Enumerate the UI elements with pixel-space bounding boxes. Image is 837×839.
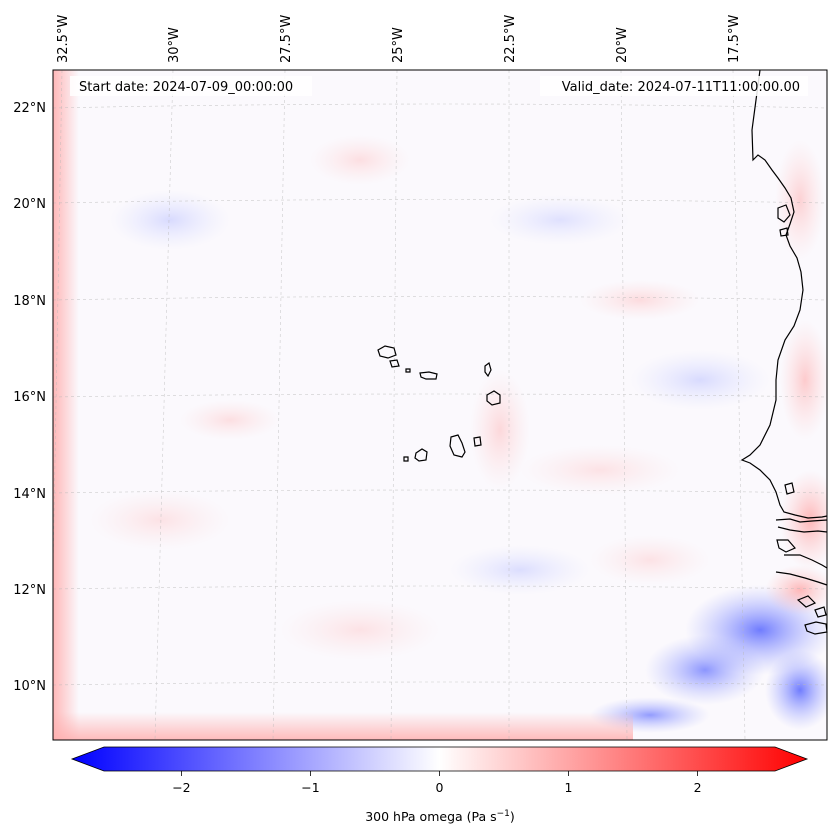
lon-label: 22.5°W xyxy=(503,15,518,63)
graticule xyxy=(53,70,827,740)
lat-label: 10°N xyxy=(13,679,46,694)
colorbar-tick-label: 2 xyxy=(694,780,702,795)
valid-date-label: Valid_date: 2024-07-11T11:00:00.00 xyxy=(562,80,800,95)
lon-label: 20°W xyxy=(615,27,630,63)
lat-label: 20°N xyxy=(13,197,46,212)
lat-label: 16°N xyxy=(13,390,46,405)
lat-label: 12°N xyxy=(13,583,46,598)
lon-label: 27.5°W xyxy=(279,15,294,63)
lat-label: 14°N xyxy=(13,487,46,502)
lon-label: 25°W xyxy=(391,27,406,63)
longitude-labels: 32.5°W 30°W 27.5°W 25°W 22.5°W 20°W 17.5… xyxy=(56,15,742,63)
colorbar-tick-label: 1 xyxy=(565,780,573,795)
colorbar-tick-label: 0 xyxy=(436,780,444,795)
map-frame xyxy=(52,69,828,741)
omega-field xyxy=(53,70,827,740)
colorbar-tick-label: −2 xyxy=(172,780,190,795)
colorbar: −2 −1 0 1 2 300 hPa omega (Pa s−1) xyxy=(70,746,809,824)
start-date-box xyxy=(70,76,312,96)
latitude-labels: 22°N 20°N 18°N 16°N 14°N 12°N 10°N xyxy=(13,101,46,694)
lon-label: 32.5°W xyxy=(56,15,71,63)
colorbar-label: 300 hPa omega (Pa s−1) xyxy=(365,809,515,824)
colorbar-ticks: −2 −1 0 1 2 xyxy=(172,771,702,795)
lat-label: 22°N xyxy=(13,101,46,116)
colorbar-tick-label: −1 xyxy=(301,780,319,795)
valid-date-box xyxy=(540,76,808,96)
start-date-label: Start date: 2024-07-09_00:00:00 xyxy=(79,80,293,95)
lon-label: 17.5°W xyxy=(727,15,742,63)
cape-verde-islands xyxy=(377,345,501,462)
lat-label: 18°N xyxy=(13,294,46,309)
map-panel: Start date: 2024-07-09_00:00:00 Valid_da… xyxy=(52,69,828,741)
lon-label: 30°W xyxy=(167,27,182,63)
colorbar-bar xyxy=(70,746,809,772)
